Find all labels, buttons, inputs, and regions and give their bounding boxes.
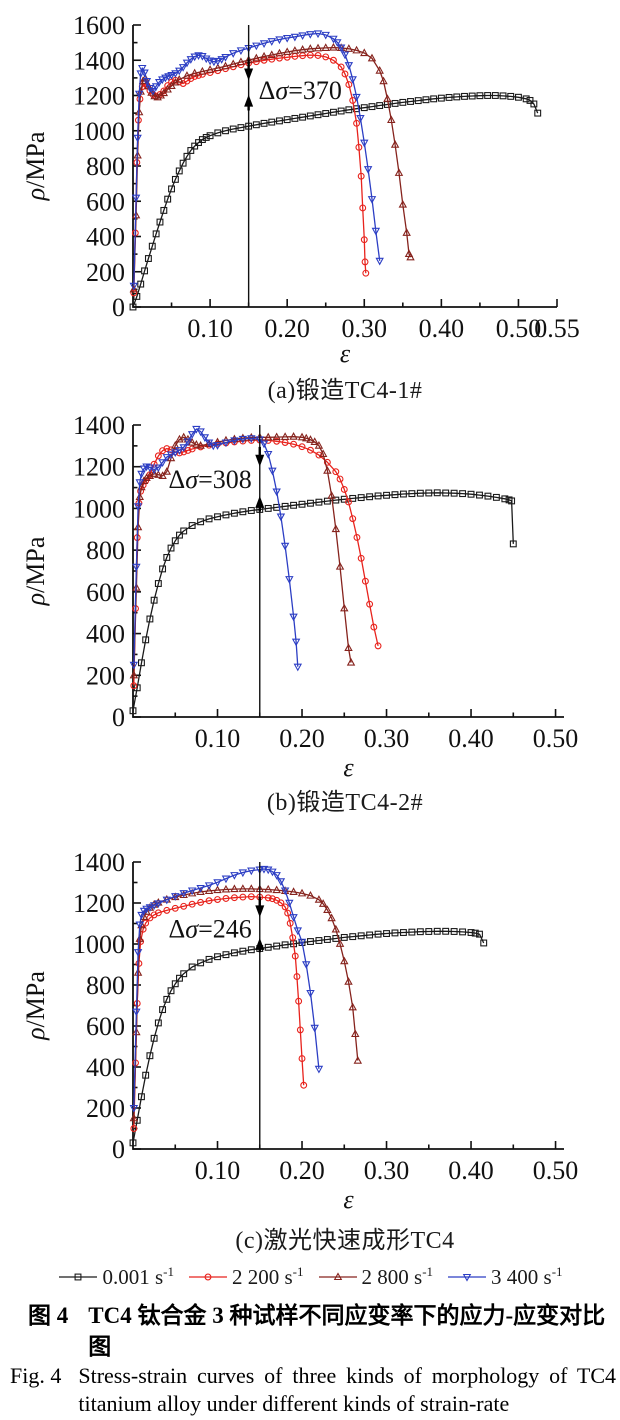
- series-3 400 s⁻¹: [129, 425, 303, 672]
- y-tick-label: 600: [86, 578, 125, 607]
- y-tick-label: 800: [86, 152, 125, 181]
- legend-item: 2 200 s-1: [187, 1264, 304, 1290]
- chart-a: 0 200 400 600 800 1000 1200 1400 1600 0.10 0.20 0.3…: [21, 11, 580, 368]
- legend-label: 2 200 s-1: [231, 1264, 304, 1289]
- chart-b: 0 200 400 600 800 1000 1200 1400 0.10 0.20 0.30 0.4…: [21, 411, 579, 782]
- figure-number-en: Fig. 4: [10, 1363, 62, 1388]
- y-tick-label: 1200: [73, 889, 125, 918]
- y-tick-label: 800: [86, 536, 125, 565]
- chart-c-caption: (c)激光快速成形TC4: [235, 1228, 455, 1254]
- x-axis-label: ε: [343, 1185, 354, 1214]
- chart-c: 0 200 400 600 800 1000 1200 1400 0.10 0.20 0.30 0.4…: [21, 848, 578, 1214]
- y-tick-label: 800: [86, 971, 125, 1000]
- y-tick-label: 1200: [73, 453, 125, 482]
- x-axis-label: ε: [343, 753, 354, 782]
- x-tick-label: 0.40: [448, 724, 494, 753]
- x-tick-label: 0.40: [448, 1156, 494, 1185]
- x-tick-label: 0.10: [187, 314, 233, 343]
- x-tick-label: 0.20: [279, 724, 325, 753]
- x-tick-label: 0.50: [496, 314, 542, 343]
- x-tick-label: 0.20: [264, 314, 310, 343]
- square-marker-icon: [59, 1273, 98, 1281]
- y-tick-label: 1600: [73, 11, 125, 40]
- y-tick-label: 600: [86, 1012, 125, 1041]
- x-tick-label: 0.30: [342, 314, 388, 343]
- x-tick-label: 0.20: [279, 1156, 325, 1185]
- y-tick-label: 200: [86, 258, 125, 287]
- legend: 0.001 s-1 2 200 s-1 2 800 s-1 3 400 s-1: [0, 1264, 620, 1290]
- x-tick-label: 0.10: [195, 724, 241, 753]
- y-axis-label: ρ/MPa: [21, 131, 50, 201]
- y-tick-label: 400: [86, 1053, 125, 1082]
- legend-item: 0.001 s-1: [57, 1264, 174, 1290]
- chart-b-caption: (b)锻造TC4-2#: [266, 790, 424, 816]
- y-tick-label: 400: [86, 620, 125, 649]
- x-tick-label: 0.10: [195, 1156, 241, 1185]
- y-tick-label: 1400: [73, 848, 125, 877]
- figure-caption-zh: 图 4 TC4 钛合金 3 种试样不同应变率下的应力-应变对比图: [28, 1300, 613, 1362]
- legend-label: 2 800 s-1: [361, 1264, 434, 1289]
- y-tick-label: 1000: [73, 117, 125, 146]
- legend-item: 2 800 s-1: [317, 1264, 434, 1290]
- y-axis-label: ρ/MPa: [21, 536, 50, 606]
- x-tick-label: 0.50: [533, 724, 579, 753]
- series-3 400 s⁻¹: [129, 30, 384, 291]
- axes: 0 200 400 600 800 1000 1200 1400 0.10 0.20 0.30 0.4…: [73, 848, 578, 1185]
- chart-a-caption: (a)锻造TC4-1#: [267, 378, 423, 404]
- legend-item: 3 400 s-1: [446, 1264, 563, 1290]
- y-tick-label: 0: [112, 703, 125, 732]
- y-tick-label: 1000: [73, 930, 125, 959]
- x-tick-label: 0.30: [364, 1156, 410, 1185]
- y-tick-label: 0: [112, 293, 125, 322]
- delta-sigma-label: Δσ=370: [259, 76, 342, 105]
- x-tick-label: 0.55: [534, 314, 580, 343]
- delta-sigma-label: Δσ=246: [169, 915, 252, 944]
- series-0.001 s⁻¹: [129, 489, 517, 715]
- axes: 0 200 400 600 800 1000 1200 1400 1600 0.10 0.20 0.3…: [73, 11, 580, 343]
- x-tick-label: 0.30: [364, 724, 410, 753]
- y-tick-label: 400: [86, 223, 125, 252]
- triangle-down-marker-icon: [448, 1273, 487, 1282]
- series-2 200 s⁻¹: [130, 893, 308, 1132]
- delta-sigma-label: Δσ=308: [169, 465, 252, 494]
- y-tick-label: 1200: [73, 82, 125, 111]
- y-tick-label: 1400: [73, 46, 125, 75]
- y-axis-label: ρ/MPa: [21, 971, 50, 1041]
- figure-caption-en-text: Stress-strain curves of three kinds of m…: [78, 1363, 616, 1416]
- x-tick-label: 0.50: [533, 1156, 579, 1185]
- figure-caption-zh-text: TC4 钛合金 3 种试样不同应变率下的应力-应变对比图: [88, 1303, 606, 1359]
- circle-marker-icon: [188, 1273, 227, 1281]
- series-3 400 s⁻¹: [129, 865, 324, 1113]
- series-2 800 s⁻¹: [129, 432, 356, 679]
- triangle-up-marker-icon: [318, 1272, 357, 1281]
- series-0.001 s⁻¹: [129, 92, 542, 311]
- delta-sigma-annotation: Δσ=370: [244, 59, 342, 111]
- series-0.001 s⁻¹: [129, 927, 488, 1147]
- delta-sigma-annotation: Δσ=246: [169, 897, 265, 953]
- y-tick-label: 0: [112, 1135, 125, 1164]
- y-tick-label: 200: [86, 1094, 125, 1123]
- x-axis-label: ε: [340, 339, 351, 368]
- y-tick-label: 200: [86, 661, 125, 690]
- legend-label: 3 400 s-1: [491, 1264, 563, 1289]
- legend-label: 0.001 s-1: [102, 1264, 174, 1289]
- figure-number-zh: 图 4: [28, 1303, 69, 1328]
- y-tick-label: 1400: [73, 411, 125, 440]
- y-tick-label: 600: [86, 187, 125, 216]
- figure-caption-en: Fig. 4 Stress-strain curves of three kin…: [10, 1362, 616, 1418]
- y-tick-label: 1000: [73, 494, 125, 523]
- x-tick-label: 0.40: [419, 314, 465, 343]
- delta-sigma-annotation: Δσ=308: [169, 446, 265, 512]
